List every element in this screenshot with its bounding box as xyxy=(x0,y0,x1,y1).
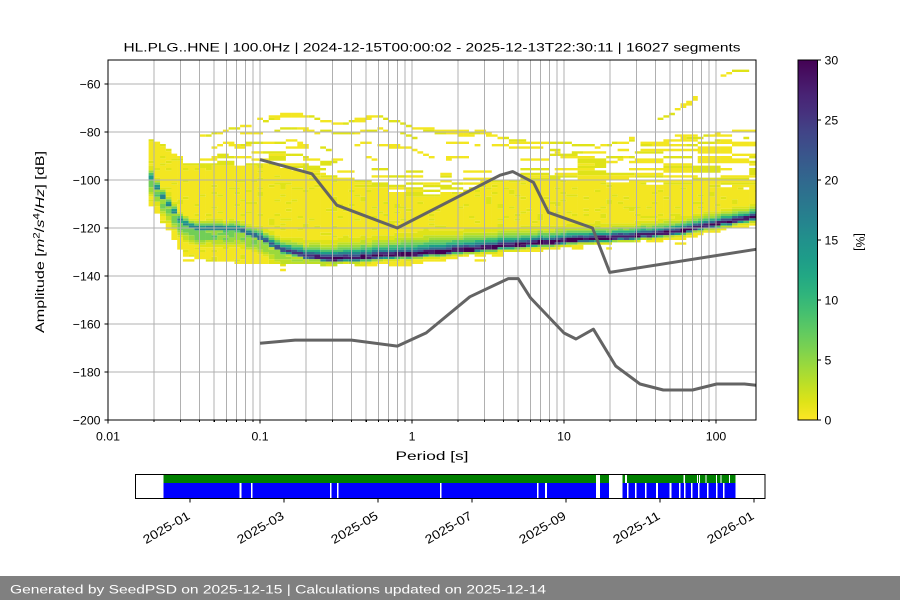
svg-text:−100: −100 xyxy=(73,173,101,187)
svg-text:0.1: 0.1 xyxy=(251,430,268,444)
svg-text:10: 10 xyxy=(825,293,839,307)
svg-text:25: 25 xyxy=(825,113,839,127)
svg-text:Period [s]: Period [s] xyxy=(396,449,469,463)
svg-text:15: 15 xyxy=(825,233,839,247)
svg-text:−120: −120 xyxy=(73,221,101,235)
svg-text:5: 5 xyxy=(825,353,832,367)
svg-text:0: 0 xyxy=(825,413,832,427)
svg-text:10: 10 xyxy=(557,430,571,444)
svg-text:100: 100 xyxy=(706,430,727,444)
svg-text:−160: −160 xyxy=(73,317,101,331)
svg-text:−80: −80 xyxy=(80,125,101,139)
svg-text:−180: −180 xyxy=(73,365,101,379)
svg-text:20: 20 xyxy=(825,173,839,187)
svg-text:−60: −60 xyxy=(80,77,101,91)
svg-text:−140: −140 xyxy=(73,269,101,283)
svg-text:0.01: 0.01 xyxy=(96,430,120,444)
svg-text:[%]: [%] xyxy=(853,233,867,251)
svg-text:HL.PLG..HNE | 100.0Hz | 2024-1: HL.PLG..HNE | 100.0Hz | 2024-12-15T00:00… xyxy=(124,41,741,55)
svg-text:1: 1 xyxy=(409,430,416,444)
svg-text:−200: −200 xyxy=(73,413,101,427)
svg-text:Amplitude [m2/s4/Hz] [dB]: Amplitude [m2/s4/Hz] [dB] xyxy=(32,151,47,333)
svg-text:Generated by SeedPSD on 2025-1: Generated by SeedPSD on 2025-12-15 | Cal… xyxy=(10,583,546,597)
svg-text:30: 30 xyxy=(825,53,839,67)
